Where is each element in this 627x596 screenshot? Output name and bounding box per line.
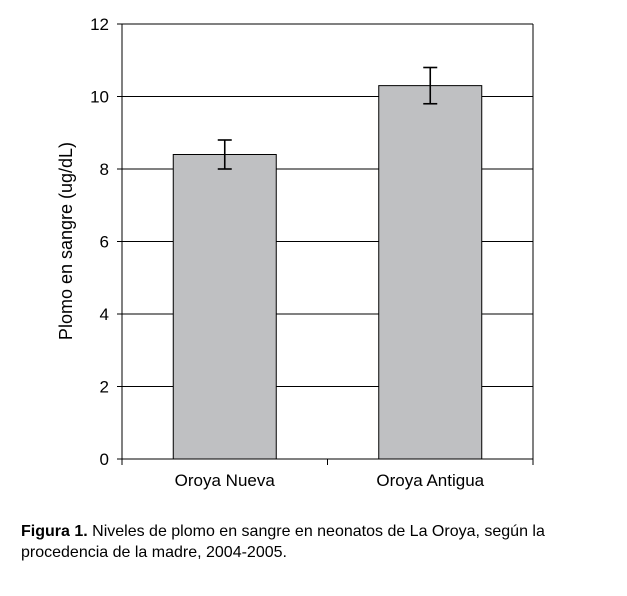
y-tick-label-2: 2 <box>100 378 109 397</box>
y-tick-label-4: 4 <box>100 305 109 324</box>
figure-caption: Figura 1. Niveles de plomo en sangre en … <box>21 521 621 563</box>
y-tick-label-12: 12 <box>90 15 109 34</box>
caption-label: Figura 1. <box>21 523 88 540</box>
y-tick-label-8: 8 <box>100 160 109 179</box>
caption-text: Niveles de plomo en sangre en neonatos d… <box>21 523 545 561</box>
x-category-label-0: Oroya Nueva <box>175 471 276 490</box>
y-tick-label-6: 6 <box>100 233 109 252</box>
bar-chart: 0 2 4 6 8 10 12 Oroya Nueva Oroya Antigua Plomo… <box>56 15 534 490</box>
x-category-labels: Oroya Nueva Oroya Antigua <box>175 471 485 490</box>
y-tick-label-10: 10 <box>90 88 109 107</box>
bar-0 <box>172 154 277 460</box>
error-bars <box>217 66 438 170</box>
y-axis-title: Plomo en sangre (ug/dL) <box>56 142 76 340</box>
y-tick-labels: 0 2 4 6 8 10 12 <box>90 15 109 469</box>
y-tick-label-0: 0 <box>100 450 109 469</box>
bar-1 <box>378 85 483 460</box>
axes <box>117 23 534 465</box>
x-category-label-1: Oroya Antigua <box>376 471 484 490</box>
bars <box>172 85 483 460</box>
